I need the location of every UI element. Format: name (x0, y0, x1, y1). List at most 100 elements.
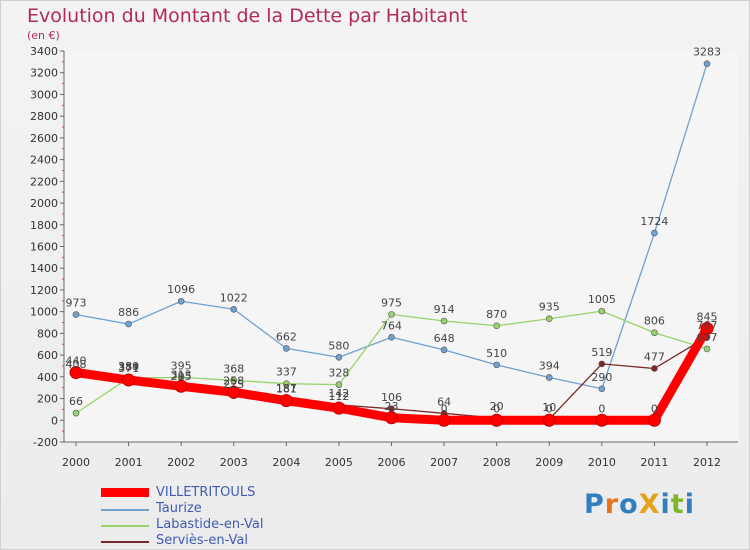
y-tick-label: 2000 (30, 197, 58, 210)
data-label: 870 (486, 308, 507, 321)
data-point (700, 322, 714, 336)
data-label: 1724 (640, 215, 668, 228)
data-label: 23 (385, 400, 399, 413)
legend-item-servies: Serviès-en-Val (101, 533, 401, 549)
data-label: 295 (171, 370, 192, 383)
data-point (335, 381, 343, 388)
x-tick-label: 2010 (588, 456, 616, 469)
data-point (651, 229, 658, 237)
y-tick-label: 3200 (30, 67, 58, 80)
data-point (437, 413, 451, 427)
data-point (72, 311, 80, 318)
data-label: 142 (328, 387, 349, 400)
data-point (279, 394, 293, 408)
proxiti-logo: ProXiti (584, 489, 695, 520)
data-point (493, 322, 500, 330)
data-label: 187 (276, 382, 297, 395)
data-label: 0 (651, 402, 658, 415)
x-tick-label: 2003 (220, 456, 248, 469)
legend-label-taurize: Taurize (156, 501, 202, 516)
data-label: 313 (171, 368, 192, 381)
x-tick-label: 2005 (325, 456, 353, 469)
y-tick-label: 2800 (30, 110, 58, 123)
data-label: 10 (542, 401, 556, 414)
data-label: 258 (223, 374, 244, 387)
data-point (595, 413, 609, 427)
data-label: 225 (223, 378, 244, 391)
data-point (490, 413, 504, 427)
data-label: 3283 (693, 46, 721, 59)
legend-swatch-villetritouls (101, 488, 149, 497)
data-point (598, 385, 606, 393)
data-point (69, 365, 83, 379)
data-label: 914 (434, 303, 455, 316)
y-tick-label: 1400 (30, 262, 58, 275)
y-tick-label: 800 (37, 327, 58, 340)
data-label: 0 (493, 402, 500, 415)
data-label: 440 (66, 354, 87, 367)
legend-item-labastide: Labastide-en-Val (101, 517, 401, 533)
data-label: 657 (697, 331, 718, 344)
data-point (651, 365, 658, 372)
x-tick-label: 2011 (640, 456, 668, 469)
x-tick-label: 2001 (115, 456, 143, 469)
data-point (283, 380, 290, 387)
legend-item-taurize: Taurize (101, 501, 401, 517)
legend-label-labastide: Labastide-en-Val (156, 517, 264, 532)
y-tick-label: 3400 (30, 45, 58, 58)
unit-label: (en €) (27, 29, 60, 42)
data-label: 106 (381, 391, 402, 404)
data-label: 20 (490, 400, 504, 413)
data-label: 519 (591, 346, 612, 359)
y-tick-label: 1000 (30, 306, 58, 319)
data-point (177, 297, 185, 305)
x-tick-label: 2007 (430, 456, 458, 469)
data-label: 328 (328, 367, 349, 380)
data-label: 935 (539, 301, 560, 314)
data-point (283, 345, 290, 352)
data-point (385, 411, 398, 425)
data-label: 64 (437, 395, 451, 408)
data-point (598, 307, 606, 315)
data-label: 389 (118, 360, 139, 373)
data-point (545, 374, 553, 381)
data-point (335, 353, 343, 361)
data-label: 510 (486, 347, 507, 360)
logo-letter: P (584, 489, 605, 520)
data-label: 767 (697, 319, 718, 332)
y-tick-label: 600 (37, 349, 58, 362)
data-point (440, 346, 448, 354)
data-label: 764 (381, 319, 402, 332)
data-label: 371 (118, 362, 139, 375)
data-label: 0 (598, 402, 605, 415)
y-tick-label: 2200 (30, 175, 58, 188)
data-label: 662 (276, 330, 297, 343)
legend-swatch-labastide (101, 525, 149, 527)
data-label: 973 (66, 297, 87, 310)
data-label: 337 (276, 366, 297, 379)
data-label: 395 (171, 359, 192, 372)
data-label: 477 (644, 350, 665, 363)
data-point (440, 317, 448, 325)
data-label: 580 (328, 339, 349, 352)
y-tick-label: 2600 (30, 132, 58, 145)
data-point (542, 413, 556, 427)
logo-letter: t (670, 489, 685, 520)
data-label: 845 (697, 311, 718, 324)
data-label: 886 (118, 306, 139, 319)
legend: VILLETRITOULS Taurize Labastide-en-Val S… (101, 485, 401, 549)
x-tick-label: 2002 (167, 456, 195, 469)
data-point (388, 311, 395, 318)
data-label: 384 (118, 361, 139, 374)
data-label: 648 (434, 332, 455, 345)
logo-letter: r (604, 489, 620, 520)
chart-title: Evolution du Montant de la Dette par Hab… (27, 5, 468, 27)
data-label: 0 (441, 402, 448, 415)
logo-letter: o (619, 489, 639, 520)
legend-item-villetritouls: VILLETRITOULS (101, 485, 401, 501)
logo-letter: i (660, 489, 671, 520)
data-point (332, 401, 346, 415)
y-tick-label: 400 (37, 371, 58, 384)
